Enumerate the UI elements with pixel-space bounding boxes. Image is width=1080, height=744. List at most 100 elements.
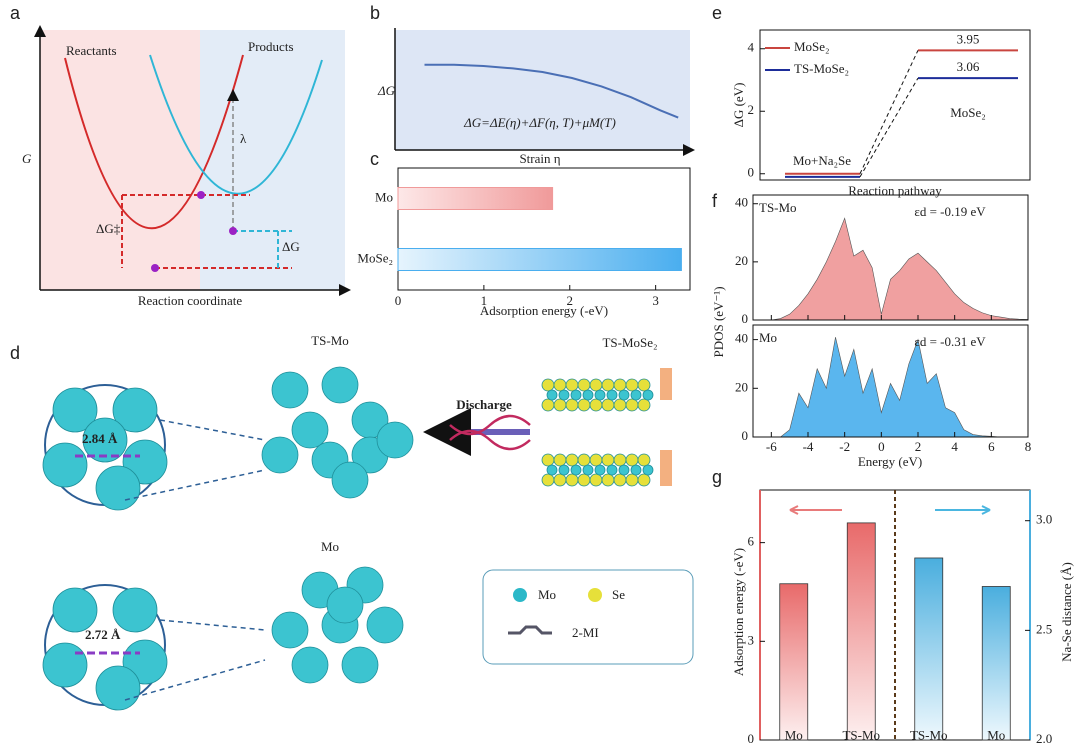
atom — [642, 389, 654, 401]
atom — [366, 606, 404, 644]
atom — [341, 646, 379, 684]
label: Discharge — [456, 397, 512, 412]
atom — [577, 453, 591, 467]
annotation: ΔG=ΔE(η)+ΔF(η, T)+μM(T) — [463, 115, 616, 130]
bar — [914, 557, 944, 741]
atom — [376, 421, 414, 459]
label: 2.72 Å — [85, 627, 121, 642]
x-tick-label: 0 — [395, 293, 402, 308]
bar — [397, 248, 682, 271]
atom — [625, 398, 639, 412]
point — [197, 191, 205, 199]
atom — [577, 378, 591, 392]
legend-label: MoSe₂ — [794, 39, 830, 54]
bar — [846, 522, 876, 741]
atom — [541, 378, 555, 392]
plot-frame — [752, 324, 1029, 438]
y2-tick-label: 2.0 — [1036, 731, 1052, 744]
atom — [606, 464, 618, 476]
label: λ — [240, 131, 247, 146]
atom — [625, 378, 639, 392]
atom — [82, 417, 128, 463]
atom — [577, 398, 591, 412]
bar — [779, 583, 809, 741]
atom — [546, 464, 558, 476]
legend-marker — [513, 588, 527, 602]
y-tick-label: 40 — [735, 195, 748, 210]
atom — [52, 587, 98, 633]
panel-label: f — [712, 191, 718, 211]
atom — [553, 453, 567, 467]
atom — [606, 389, 618, 401]
label: Reactants — [66, 43, 117, 58]
x-tick-label: 3 — [652, 293, 659, 308]
atom — [261, 436, 299, 474]
plot-frame — [397, 167, 691, 291]
atom — [95, 665, 141, 711]
label: 2.84 Å — [82, 431, 118, 446]
atom — [637, 398, 651, 412]
annotation: TS-Mo — [759, 200, 797, 215]
atom — [553, 398, 567, 412]
atom — [291, 411, 329, 449]
atom — [642, 464, 654, 476]
data-label: 3.95 — [957, 31, 980, 46]
reactant-curve — [64, 54, 244, 230]
y2-tick-label: 2.5 — [1036, 621, 1052, 636]
atom — [52, 387, 98, 433]
y-tick-label: 20 — [735, 379, 748, 394]
x-tick-label: 2 — [567, 293, 574, 308]
panel-label: e — [712, 3, 722, 23]
y-tick-label: 2 — [748, 102, 755, 117]
background — [40, 30, 200, 290]
atom — [637, 473, 651, 487]
atom — [326, 586, 364, 624]
y-tick-label: 20 — [735, 253, 748, 268]
atom — [570, 389, 582, 401]
plot-frame — [752, 194, 1029, 321]
connector — [859, 50, 919, 174]
atom — [565, 473, 579, 487]
atom — [558, 389, 570, 401]
atom — [601, 453, 615, 467]
area — [753, 217, 1029, 321]
atom — [589, 473, 603, 487]
guide — [121, 194, 292, 269]
x-tick-label: 1 — [481, 293, 488, 308]
panel-label: b — [370, 3, 380, 23]
axis-label: Adsorption energy (-eV) — [731, 548, 746, 676]
axis — [394, 28, 692, 150]
x-tick-label: 6 — [988, 439, 995, 454]
legend-marker — [588, 588, 602, 602]
atom — [112, 587, 158, 633]
plot-frame — [759, 29, 1031, 181]
connector — [859, 77, 919, 178]
y-tick-label: 40 — [735, 331, 748, 346]
atom — [594, 464, 606, 476]
axis-label: PDOS (eV⁻¹) — [711, 286, 726, 357]
label: Mo — [321, 539, 339, 554]
axis-label: Reaction coordinate — [138, 293, 243, 308]
x-tick-label: TS-Mo — [842, 728, 880, 743]
legend-marker — [508, 625, 552, 635]
y-tick-label: 0 — [748, 731, 755, 744]
axis-label: Reaction pathway — [848, 183, 942, 198]
background — [200, 30, 345, 290]
bar — [981, 586, 1011, 741]
atom — [618, 464, 630, 476]
atom — [321, 366, 359, 404]
atom — [331, 461, 369, 499]
panel-label: c — [370, 149, 379, 169]
x-tick-label: -6 — [766, 439, 777, 454]
x-tick-label: TS-Mo — [910, 728, 948, 743]
x-tick-label: -2 — [839, 439, 850, 454]
atom — [625, 473, 639, 487]
x-tick-label: 0 — [878, 439, 885, 454]
atom — [618, 389, 630, 401]
atom — [577, 473, 591, 487]
arrow — [789, 505, 842, 515]
state-label: MoSe₂ — [950, 105, 986, 120]
axis-label: Na-Se distance (Å) — [1059, 562, 1074, 662]
y-tick-label: 6 — [748, 534, 755, 549]
